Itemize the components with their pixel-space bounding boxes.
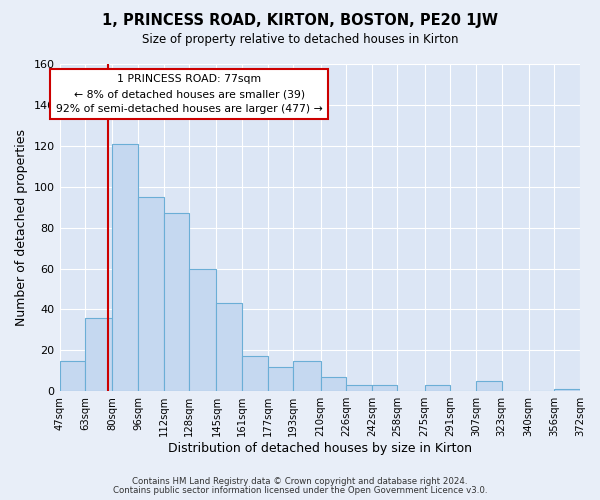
Bar [372,385,397,391]
Bar [268,366,293,391]
Bar [293,360,320,391]
Bar [476,381,502,391]
Y-axis label: Number of detached properties: Number of detached properties [15,129,28,326]
Bar [138,197,164,391]
Text: 1 PRINCESS ROAD: 77sqm
← 8% of detached houses are smaller (39)
92% of semi-deta: 1 PRINCESS ROAD: 77sqm ← 8% of detached … [56,74,323,114]
Bar [320,377,346,391]
Bar [59,360,85,391]
Bar [346,385,372,391]
Bar [554,389,580,391]
Text: Size of property relative to detached houses in Kirton: Size of property relative to detached ho… [142,32,458,46]
Text: 1, PRINCESS ROAD, KIRTON, BOSTON, PE20 1JW: 1, PRINCESS ROAD, KIRTON, BOSTON, PE20 1… [102,12,498,28]
Text: Contains public sector information licensed under the Open Government Licence v3: Contains public sector information licen… [113,486,487,495]
X-axis label: Distribution of detached houses by size in Kirton: Distribution of detached houses by size … [168,442,472,455]
Bar [217,304,242,391]
Bar [112,144,138,391]
Bar [189,268,217,391]
Bar [425,385,450,391]
Bar [242,356,268,391]
Bar [164,214,189,391]
Bar [85,318,112,391]
Text: Contains HM Land Registry data © Crown copyright and database right 2024.: Contains HM Land Registry data © Crown c… [132,477,468,486]
